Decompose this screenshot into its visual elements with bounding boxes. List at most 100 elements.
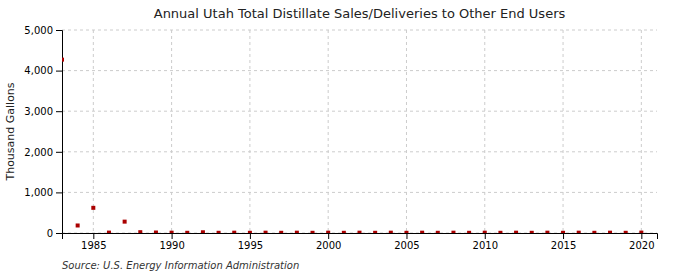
tick-mark [56, 111, 62, 112]
point [342, 231, 346, 233]
point [123, 220, 127, 224]
tick: 1985 [81, 233, 106, 251]
grid-line [249, 30, 250, 233]
grid-line [62, 151, 657, 152]
point [358, 231, 362, 233]
tick: 4,000 [24, 65, 62, 76]
tick-mark [485, 233, 486, 239]
grid-line [484, 30, 485, 233]
grid-line [62, 30, 657, 31]
tick-mark [328, 233, 329, 239]
point [639, 231, 643, 233]
tick-label: 2010 [473, 240, 498, 251]
tick-mark [172, 233, 173, 239]
tick-label: 2020 [629, 240, 654, 251]
tick-mark [56, 233, 62, 234]
tick-label: 1,000 [24, 187, 53, 198]
tick-label: 1995 [238, 240, 263, 251]
point [530, 231, 534, 233]
point [107, 231, 111, 233]
point [326, 231, 330, 233]
plot-area: 1985 1990 1995 2000 2005 2010 2015 2020 0 1,000 2,… [24, 25, 657, 251]
grid-line [62, 70, 657, 71]
point [373, 231, 377, 233]
point [154, 231, 158, 233]
tick: 2010 [473, 233, 498, 251]
tick: 1,000 [24, 187, 62, 198]
point [608, 231, 612, 233]
point [248, 231, 252, 233]
grid [62, 30, 657, 233]
point [138, 230, 142, 233]
point [389, 231, 393, 233]
point [624, 231, 628, 233]
point [420, 231, 424, 233]
tick: 2005 [394, 233, 419, 251]
tick: 0 [47, 228, 62, 239]
tick-label: 0 [47, 228, 53, 239]
title: Annual Utah Total Distillate Sales/Deliv… [154, 6, 566, 21]
point [91, 206, 95, 210]
tick: 2020 [629, 233, 654, 251]
points [62, 58, 643, 233]
y-axis-label: Thousand Gallons [4, 82, 17, 181]
point [451, 231, 455, 233]
tick-label: 3,000 [24, 106, 53, 117]
tick-label: 1990 [159, 240, 184, 251]
point [232, 231, 236, 233]
grid-line [328, 30, 329, 233]
point [436, 231, 440, 233]
tick: 3,000 [24, 106, 62, 117]
tick-mark [93, 233, 94, 239]
grid-line [62, 192, 657, 193]
tick: 2000 [316, 233, 341, 251]
grid-line [563, 30, 564, 233]
tick-mark [56, 192, 62, 193]
tick-mark [563, 233, 564, 239]
point [404, 231, 408, 233]
axis-line [56, 31, 63, 234]
tick: 2015 [551, 233, 576, 251]
tick-mark [56, 71, 62, 72]
source: Source: U.S. Energy Information Administ… [62, 260, 299, 271]
tick-mark [641, 233, 642, 239]
point [170, 231, 174, 233]
tick: 1995 [238, 233, 263, 251]
tick: 2,000 [24, 147, 62, 158]
tick-label: 2015 [551, 240, 576, 251]
tick-label: 2005 [394, 240, 419, 251]
point [545, 231, 549, 233]
point [295, 231, 299, 233]
tick-mark [250, 233, 251, 239]
point [311, 231, 315, 233]
point [185, 231, 189, 233]
grid-line [171, 30, 172, 233]
grid-line [406, 30, 407, 233]
tick: 1990 [159, 233, 184, 251]
point [201, 230, 205, 233]
tick-label: 4,000 [24, 65, 53, 76]
y-axis: 0 1,000 2,000 3,000 4,000 5,000 [24, 25, 62, 239]
point [483, 231, 487, 233]
tick-label: 5,000 [24, 25, 53, 36]
tick-mark [56, 152, 62, 153]
point [561, 231, 565, 233]
point [592, 231, 596, 233]
tick-label: 2,000 [24, 147, 53, 158]
chart: 1985 1990 1995 2000 2005 2010 2015 2020 0 1,000 2,… [0, 0, 675, 275]
point [467, 231, 471, 233]
tick: 5,000 [24, 25, 62, 36]
point [264, 231, 268, 233]
point [514, 231, 518, 233]
point [76, 223, 80, 227]
tick-label: 2000 [316, 240, 341, 251]
point [62, 58, 64, 62]
x-axis: 1985 1990 1995 2000 2005 2010 2015 2020 [63, 233, 658, 251]
grid-line [62, 111, 657, 112]
point [498, 231, 502, 233]
tick-mark [406, 233, 407, 239]
point [577, 231, 581, 233]
tick-mark [56, 30, 62, 31]
point [279, 231, 283, 233]
grid-line [641, 30, 642, 233]
